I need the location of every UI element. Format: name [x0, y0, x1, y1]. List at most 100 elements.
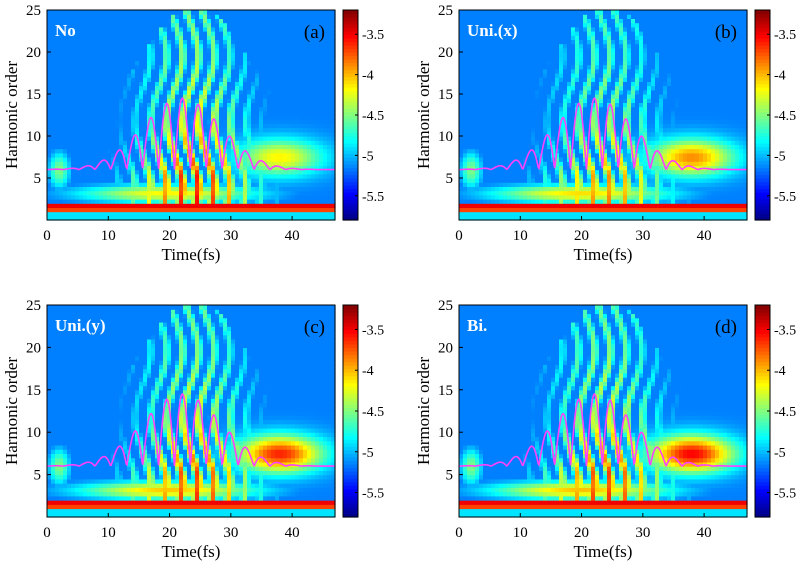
heatmap-cell: [183, 131, 188, 137]
colorbar-cell: [343, 202, 358, 207]
heatmap-cell: [459, 173, 464, 179]
heatmap-cell: [291, 77, 296, 82]
heatmap-cell: [515, 207, 520, 213]
heatmap-cell: [303, 22, 308, 28]
heatmap-cell: [279, 22, 284, 28]
heatmap-cell: [55, 203, 60, 208]
heatmap-cell: [531, 190, 536, 196]
heatmap-cell: [291, 131, 296, 137]
heatmap-cell: [59, 131, 64, 137]
heatmap-cell: [171, 123, 176, 129]
heatmap-cell: [203, 85, 208, 91]
heatmap-cell: [135, 18, 140, 24]
heatmap-cell: [71, 52, 76, 57]
heatmap-cell: [87, 35, 92, 40]
heatmap-cell: [235, 10, 240, 15]
heatmap-cell: [55, 215, 60, 221]
heatmap-cell: [91, 35, 96, 40]
heatmap-cell: [559, 157, 564, 162]
heatmap-cell: [151, 52, 156, 57]
heatmap-cell: [319, 98, 324, 103]
heatmap-cell: [183, 119, 188, 124]
heatmap-cell: [199, 98, 204, 103]
heatmap-cell: [135, 102, 140, 108]
heatmap-cell: [323, 207, 328, 213]
heatmap-cell: [179, 190, 184, 196]
heatmap-cell: [307, 60, 312, 66]
heatmap-cell: [239, 110, 244, 116]
heatmap-cell: [311, 123, 316, 129]
heatmap-cell: [523, 68, 528, 74]
heatmap-cell: [163, 73, 168, 78]
heatmap-cell: [59, 64, 64, 70]
heatmap-cell: [151, 211, 156, 217]
colorbar-cell: [343, 24, 358, 29]
heatmap-cell: [503, 26, 508, 32]
heatmap-cell: [87, 157, 92, 162]
heatmap-cell: [195, 56, 200, 61]
heatmap-cell: [255, 178, 260, 183]
heatmap-cell: [311, 178, 316, 183]
heatmap-cell: [103, 190, 108, 196]
heatmap-cell: [299, 123, 304, 129]
heatmap-cell: [559, 73, 564, 78]
heatmap-cell: [471, 106, 476, 112]
heatmap-cell: [271, 10, 276, 15]
heatmap-cell: [119, 178, 124, 183]
heatmap-cell: [527, 136, 532, 141]
heatmap-cell: [79, 31, 84, 36]
heatmap-cell: [139, 211, 144, 217]
heatmap-cell: [179, 127, 184, 133]
heatmap-cell: [331, 165, 336, 171]
heatmap-cell: [87, 14, 92, 19]
heatmap-cell: [559, 186, 564, 192]
heatmap-cell: [307, 10, 312, 15]
heatmap-cell: [527, 73, 532, 78]
heatmap-cell: [159, 22, 164, 28]
heatmap-cell: [123, 81, 128, 87]
heatmap-cell: [471, 18, 476, 24]
heatmap-cell: [107, 94, 112, 99]
heatmap-cell: [259, 22, 264, 28]
heatmap-cell: [119, 52, 124, 57]
heatmap-cell: [531, 140, 536, 145]
heatmap-cell: [527, 26, 532, 32]
heatmap-cell: [123, 68, 128, 74]
heatmap-cell: [235, 199, 240, 204]
heatmap-cell: [463, 207, 468, 213]
heatmap-cell: [119, 89, 124, 95]
heatmap-cell: [263, 131, 268, 137]
heatmap-cell: [107, 26, 112, 32]
colorbar-cell: [343, 195, 358, 200]
heatmap-cell: [191, 194, 196, 200]
heatmap-cell: [475, 31, 480, 36]
heatmap-cell: [131, 89, 136, 95]
heatmap-cell: [163, 152, 168, 158]
heatmap-cell: [139, 73, 144, 78]
heatmap-cell: [519, 115, 524, 120]
heatmap-cell: [139, 39, 144, 45]
heatmap-cell: [259, 94, 264, 99]
heatmap-cell: [203, 52, 208, 57]
heatmap-cell: [491, 52, 496, 57]
heatmap-cell: [147, 26, 152, 32]
heatmap-cell: [291, 194, 296, 200]
heatmap-cell: [247, 89, 252, 95]
heatmap-cell: [91, 68, 96, 74]
heatmap-cell: [523, 215, 528, 221]
heatmap-cell: [315, 127, 320, 133]
heatmap-cell: [211, 64, 216, 70]
heatmap-cell: [107, 123, 112, 129]
heatmap-cell: [139, 81, 144, 87]
heatmap-cell: [87, 115, 92, 120]
heatmap-cell: [223, 203, 228, 208]
heatmap-cell: [207, 186, 212, 192]
heatmap-cell: [551, 182, 556, 187]
heatmap-cell: [127, 140, 132, 145]
heatmap-cell: [503, 73, 508, 78]
heatmap-cell: [95, 190, 100, 196]
heatmap-cell: [131, 22, 136, 28]
heatmap-cell: [483, 199, 488, 204]
heatmap-cell: [291, 102, 296, 108]
heatmap-cell: [559, 60, 564, 66]
